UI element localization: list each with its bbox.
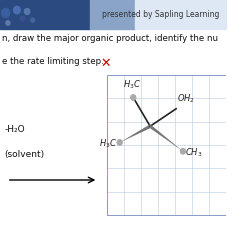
Circle shape <box>31 18 34 22</box>
Bar <box>107 75 226 215</box>
Bar <box>136 0 226 29</box>
Bar <box>90 0 136 29</box>
Circle shape <box>180 148 186 154</box>
Text: n, draw the major organic product, identify the nu: n, draw the major organic product, ident… <box>2 34 218 43</box>
Circle shape <box>20 16 25 21</box>
Circle shape <box>10 18 15 25</box>
Circle shape <box>6 21 10 25</box>
Text: $H_3C$: $H_3C$ <box>99 138 117 150</box>
Text: $H_3C$: $H_3C$ <box>123 79 141 91</box>
Text: -H₂O: -H₂O <box>4 126 25 134</box>
Text: ✕: ✕ <box>101 57 112 70</box>
Text: e the rate limiting step.: e the rate limiting step. <box>2 58 104 66</box>
Circle shape <box>2 8 10 18</box>
Circle shape <box>131 95 136 100</box>
Circle shape <box>14 6 20 14</box>
Bar <box>0 0 90 29</box>
Polygon shape <box>120 124 150 142</box>
Text: (solvent): (solvent) <box>4 150 45 160</box>
Text: $OH_2$: $OH_2$ <box>177 92 195 105</box>
Text: $CH_3$: $CH_3$ <box>185 146 202 159</box>
Bar <box>0 29 226 250</box>
Circle shape <box>117 140 122 145</box>
Text: presented by Sapling Learning: presented by Sapling Learning <box>102 10 219 19</box>
Polygon shape <box>150 124 183 151</box>
Circle shape <box>24 8 30 14</box>
